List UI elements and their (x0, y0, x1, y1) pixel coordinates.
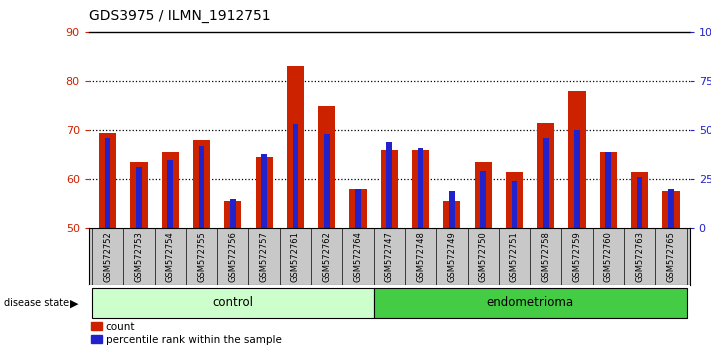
Text: GSM572748: GSM572748 (416, 231, 425, 282)
Bar (293, 124, 298, 228)
Bar (349, 189, 367, 228)
Bar (412, 150, 429, 228)
Text: GSM572751: GSM572751 (510, 231, 519, 282)
Bar (318, 105, 336, 228)
Bar (481, 171, 486, 228)
Text: GSM572754: GSM572754 (166, 231, 175, 282)
Bar (230, 199, 235, 228)
Bar (99, 132, 117, 228)
Bar (324, 134, 329, 228)
Bar (474, 162, 492, 228)
Text: GSM572760: GSM572760 (604, 231, 613, 282)
Text: GSM572749: GSM572749 (447, 231, 456, 282)
Bar (255, 157, 273, 228)
Bar (136, 167, 141, 228)
Bar (373, 288, 687, 318)
Text: control: control (213, 296, 253, 309)
Bar (662, 192, 680, 228)
Bar (92, 288, 373, 318)
Bar (537, 123, 555, 228)
Bar (167, 160, 173, 228)
Bar (574, 130, 580, 228)
Bar (105, 138, 110, 228)
Text: GSM572761: GSM572761 (291, 231, 300, 282)
Text: GSM572764: GSM572764 (353, 231, 363, 282)
Bar (599, 152, 617, 228)
Bar (631, 172, 648, 228)
Bar (449, 191, 454, 228)
Text: GSM572752: GSM572752 (103, 231, 112, 282)
Bar (568, 91, 586, 228)
Bar (224, 201, 242, 228)
Bar (668, 189, 674, 228)
Bar (380, 150, 398, 228)
Bar (512, 181, 518, 228)
Text: GSM572765: GSM572765 (666, 231, 675, 282)
Text: GSM572747: GSM572747 (385, 231, 394, 282)
Text: GSM572756: GSM572756 (228, 231, 237, 282)
Bar (543, 138, 549, 228)
Bar (443, 201, 461, 228)
Bar (193, 140, 210, 228)
Bar (418, 148, 423, 228)
Bar (261, 154, 267, 228)
Bar (287, 66, 304, 228)
Bar (387, 142, 392, 228)
Text: endometrioma: endometrioma (486, 296, 574, 309)
Bar (637, 177, 643, 228)
Text: GSM572762: GSM572762 (322, 231, 331, 282)
Text: ▶: ▶ (70, 298, 78, 308)
Text: GSM572750: GSM572750 (479, 231, 488, 282)
Bar (356, 189, 360, 228)
Bar (606, 152, 611, 228)
Text: GSM572755: GSM572755 (197, 231, 206, 282)
Bar (506, 172, 523, 228)
Text: GSM572758: GSM572758 (541, 231, 550, 282)
Text: disease state: disease state (4, 298, 69, 308)
Text: GDS3975 / ILMN_1912751: GDS3975 / ILMN_1912751 (89, 9, 270, 23)
Text: GSM572757: GSM572757 (260, 231, 269, 282)
Text: GSM572753: GSM572753 (134, 231, 144, 282)
Bar (198, 146, 204, 228)
Bar (130, 162, 148, 228)
Legend: count, percentile rank within the sample: count, percentile rank within the sample (87, 317, 286, 349)
Text: GSM572759: GSM572759 (572, 231, 582, 282)
Bar (161, 152, 179, 228)
Text: GSM572763: GSM572763 (635, 231, 644, 282)
